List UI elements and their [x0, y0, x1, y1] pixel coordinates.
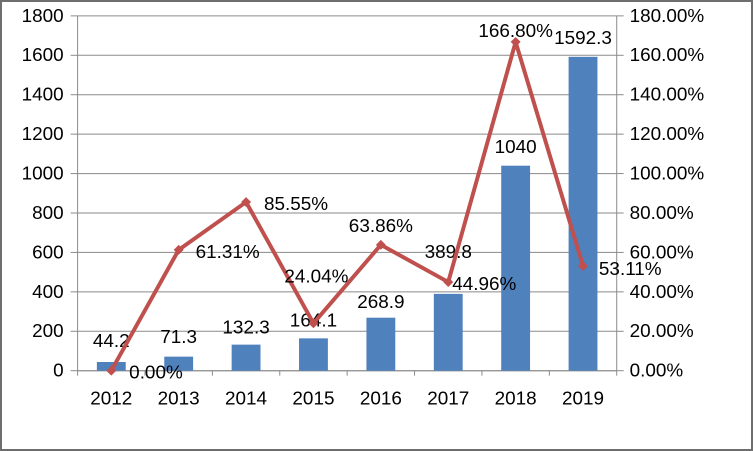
left-axis-tick-label: 800 — [32, 202, 64, 223]
line-marker-2013 — [173, 244, 184, 255]
x-axis-category-label: 2015 — [292, 387, 334, 408]
line-marker-2018 — [510, 36, 521, 47]
x-axis-category-label: 2012 — [90, 387, 132, 408]
right-axis-tick-label: 80.00% — [630, 202, 694, 223]
left-axis-tick-label: 0 — [53, 360, 64, 381]
growth-line — [109, 39, 586, 373]
bar-2017 — [433, 293, 463, 371]
left-axis-tick-label: 1000 — [22, 163, 64, 184]
right-axis-tick-label: 40.00% — [630, 281, 694, 302]
bar-label-2019: 1592.3 — [554, 27, 612, 48]
left-axis-tick-label: 600 — [32, 241, 64, 262]
left-axis-tick-label: 1800 — [22, 5, 64, 26]
line-label-2014: 85.55% — [264, 193, 328, 214]
line-label-2016: 63.86% — [349, 215, 413, 236]
right-axis-tick-label: 160.00% — [630, 44, 705, 65]
right-axis-tick-label: 100.00% — [630, 163, 705, 184]
x-axis-category-label: 2017 — [427, 387, 469, 408]
bar-2019 — [568, 56, 598, 371]
left-axis-tick-label: 1600 — [22, 44, 64, 65]
bar-label-2012: 44.2 — [93, 330, 130, 351]
right-axis-tick-label: 60.00% — [630, 241, 694, 262]
line-label-2018: 166.80% — [478, 20, 553, 41]
bar-2016 — [366, 317, 396, 371]
left-axis-tick-label: 200 — [32, 320, 64, 341]
right-axis-tick-label: 140.00% — [630, 84, 705, 105]
line-marker-2016 — [375, 239, 386, 250]
left-axis-tick-label: 1400 — [22, 84, 64, 105]
right-axis-tick-label: 20.00% — [630, 320, 694, 341]
x-axis-category-label: 2013 — [158, 387, 200, 408]
right-axis-tick-label: 120.00% — [630, 123, 705, 144]
line-label-2015: 24.04% — [284, 266, 348, 287]
bar-2014 — [231, 344, 261, 371]
line-marker-2014 — [241, 197, 252, 208]
line-label-2019: 53.11% — [599, 258, 662, 279]
x-axis-category-label: 2018 — [495, 387, 537, 408]
bar-label-2018: 1040 — [495, 136, 537, 157]
line-label-2013: 61.31% — [196, 241, 260, 262]
x-axis-category-label: 2016 — [360, 387, 402, 408]
line-label-2017: 44.96% — [452, 273, 516, 294]
right-axis-tick-label: 0.00% — [630, 360, 684, 381]
right-axis-tick-label: 180.00% — [630, 5, 705, 26]
bar-label-2017: 389.8 — [425, 241, 472, 262]
left-axis-tick-label: 400 — [32, 281, 64, 302]
bar-2018 — [501, 165, 531, 371]
bar-label-2016: 268.9 — [357, 291, 404, 312]
line-marker-2012 — [106, 365, 117, 376]
bar-label-2013: 71.3 — [160, 326, 197, 347]
x-axis-category-label: 2014 — [225, 387, 267, 408]
bar-2013 — [164, 356, 194, 371]
left-axis-tick-label: 1200 — [22, 123, 64, 144]
bar-2015 — [299, 338, 328, 371]
line-label-2012: 0.00% — [129, 362, 183, 383]
bar-label-2014: 132.3 — [222, 317, 269, 338]
x-axis-category-label: 2019 — [562, 387, 604, 408]
